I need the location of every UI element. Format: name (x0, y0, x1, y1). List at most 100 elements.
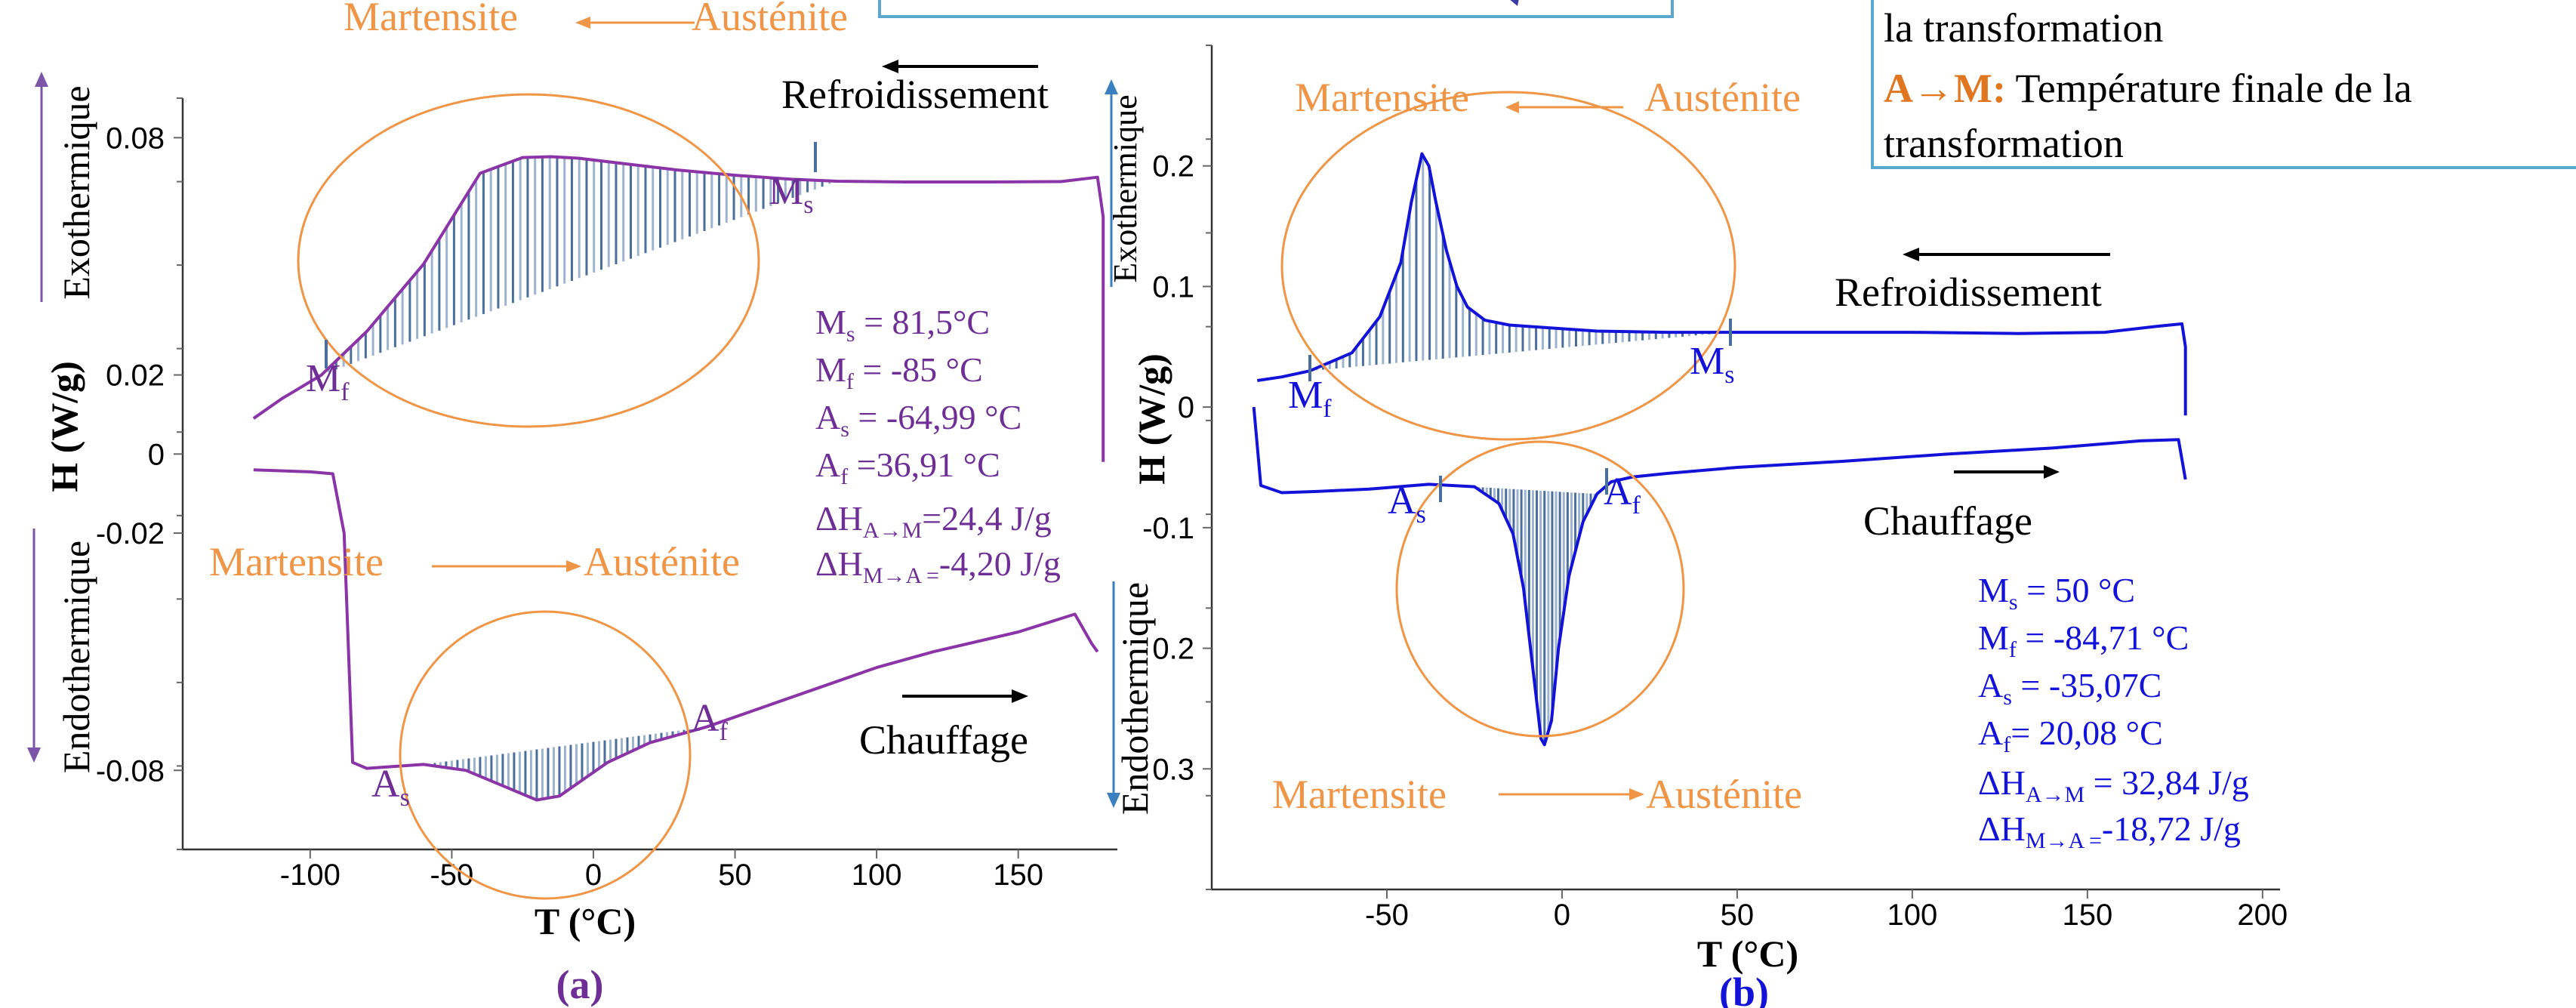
chart-b-mf-label: Mf (1288, 374, 1332, 423)
chart-a-martensite-bottom: Martensite (209, 539, 384, 584)
chart-b-top-arrow-head (1505, 101, 1519, 113)
y-tick-label: -0.08 (96, 754, 165, 788)
chart-a-y-axis-label: H (W/g) (43, 361, 85, 492)
chart-b-martensite-top: Martensite (1295, 75, 1469, 120)
chart-b-x-axis-label: T (°C) (1697, 932, 1798, 975)
chart-a-mf-label: Mf (306, 357, 350, 406)
chart-b-exo-label: Exothermique (1107, 94, 1144, 282)
y-tick-label: 0 (1178, 391, 1194, 424)
chart-a-af-label: Af (691, 697, 729, 746)
chart-a-ellipse-heating (399, 610, 692, 900)
clipped-title-box (878, 0, 1674, 18)
chart-a: 0.080.020-0.02-0.08 -100 -50 0 50 100 150 Exo… (27, 0, 1117, 1007)
chart-b-curves (1252, 152, 2187, 747)
note-line-3: transformation (1884, 121, 2124, 166)
chart-b-params: Ms = 50 °C Mf = -84,71 °C As = -35,07C A… (1978, 571, 2249, 853)
chart-b-ellipse-cooling (1280, 91, 1736, 441)
chart-a-param-mf: Mf = -85 °C (815, 350, 983, 394)
chart-b-ellipse-heating (1395, 440, 1685, 738)
chart-b-endo-label: Endothermique (1114, 582, 1156, 815)
chart-a-y-ticks: 0.08 0.02 0 -0.02 -0.08 (96, 97, 183, 850)
chart-b-heating-label: Chauffage (1863, 498, 2032, 544)
chart-b-austenite-bottom: Austénite (1646, 772, 1802, 817)
series-line-cooling (252, 155, 1105, 462)
chart-a-cooling-arrow-head (882, 60, 898, 73)
chart-a-heating-label: Chauffage (859, 717, 1028, 763)
chart-a-hatch-cooling (328, 156, 831, 372)
x-tick-label: 100 (1887, 899, 1937, 932)
x-tick-label: -50 (1365, 899, 1409, 932)
x-tick-label: 0 (1554, 899, 1570, 932)
chart-a-heating-arrow-head (1012, 689, 1028, 703)
chart-b-endo-arrow-head (1107, 793, 1120, 808)
chart-a-austenite-top: Austénite (692, 0, 848, 39)
y-tick-label: -0.02 (96, 517, 165, 550)
x-tick-label: 150 (2062, 899, 2112, 932)
chart-b-as-label: As (1388, 479, 1426, 529)
chart-b-martensite-bottom: Martensite (1272, 772, 1447, 817)
y-tick-label: 0.3 (1152, 753, 1194, 786)
chart-a-top-arrow-head (575, 17, 590, 29)
x-tick-label: 50 (1721, 899, 1755, 932)
chart-a-x-ticks: -100 -50 0 50 100 150 (280, 849, 1043, 892)
x-tick-label: 50 (718, 858, 752, 892)
chart-b-af-label: Af (1604, 470, 1641, 519)
chart-a-ellipse-cooling (297, 93, 760, 428)
chart-b-exo-arrow-head (1105, 79, 1118, 94)
chart-a-exo-arrow-head (35, 72, 48, 87)
chart-b-param-af: Af= 20,08 °C (1978, 714, 2163, 757)
series-line-heating (1252, 406, 2187, 747)
chart-b-x-ticks: -50 0 50 100 150 200 (1365, 889, 2288, 932)
note-line-2: A→M: Température finale de la (1884, 66, 2412, 111)
x-tick-label: 150 (993, 858, 1043, 892)
chart-a-caption: (a) (556, 962, 604, 1007)
legend-note-box: la transformation A→M: Température final… (1871, 0, 2576, 169)
chart-b-param-as: As = -35,07C (1978, 666, 2162, 710)
chart-b-heating-arrow-head (2044, 465, 2060, 479)
x-tick-label: 0 (585, 858, 602, 892)
x-tick-label: 200 (2237, 899, 2288, 932)
chart-a-martensite-top: Martensite (344, 0, 518, 39)
y-tick-label: 0 (148, 438, 165, 471)
chart-b-bottom-arrow-head (1629, 788, 1644, 800)
chart-b-hatch-heating (1431, 484, 1596, 745)
chart-b: 0.2 0.1 0 -0.1 0.2 0.3 -50 0 50 100 150 200 Exothe… (1105, 45, 2288, 1008)
chart-b-cooling-arrow-head (1903, 248, 1919, 261)
chart-b-ms-label: Ms (1690, 340, 1734, 389)
chart-a-endo-label: Endothermique (55, 541, 97, 773)
clipped-arrow-fragment (1510, 0, 1519, 6)
chart-b-hatch-cooling (1315, 156, 1730, 371)
note-line-1: la transformation (1884, 5, 2163, 51)
chart-a-curves (252, 155, 1105, 802)
chart-a-hatch-heating (427, 727, 703, 800)
chart-a-ms-label: Ms (769, 170, 813, 219)
y-tick-label: 0.02 (106, 359, 165, 393)
y-tick-label: 0.1 (1152, 270, 1194, 304)
chart-b-param-mf: Mf = -84,71 °C (1978, 618, 2189, 662)
chart-a-cooling-label: Refroidissement (781, 72, 1049, 117)
y-tick-label: 0.08 (106, 122, 165, 155)
chart-b-param-dh-am: ΔHA→M = 32,84 J/g (1978, 763, 2249, 807)
x-tick-label: 100 (852, 858, 902, 892)
chart-a-param-dh-ma: ΔHM→A =-4,20 J/g (815, 544, 1061, 588)
chart-a-params: Ms = 81,5°C Mf = -85 °C As = -64,99 °C A… (815, 303, 1061, 588)
chart-a-as-label: As (371, 763, 410, 812)
chart-b-cooling-label: Refroidissement (1835, 270, 2102, 315)
y-tick-label: -0.1 (1142, 512, 1194, 545)
chart-b-param-dh-ma: ΔHM→A =-18,72 J/g (1978, 809, 2241, 853)
series-line-heating (253, 468, 1099, 802)
chart-b-y-axis-label: H (W/g) (1130, 353, 1172, 485)
chart-b-y-ticks: 0.2 0.1 0 -0.1 0.2 0.3 (1142, 45, 1212, 890)
chart-b-austenite-top: Austénite (1644, 75, 1801, 120)
y-tick-label: 0.2 (1152, 633, 1194, 666)
chart-a-x-axis-label: T (°C) (535, 900, 636, 942)
x-tick-label: -100 (280, 858, 340, 892)
chart-a-bottom-arrow-head (566, 560, 581, 572)
chart-a-param-dh-am: ΔHA→M=24,4 J/g (815, 499, 1052, 543)
y-tick-label: 0.2 (1152, 150, 1194, 183)
chart-a-param-af: Af =36,91 °C (815, 445, 1000, 489)
chart-a-exo-label: Exothermique (55, 85, 97, 299)
chart-a-param-as: As = -64,99 °C (815, 398, 1021, 442)
chart-b-caption: (b) (1719, 969, 1769, 1008)
